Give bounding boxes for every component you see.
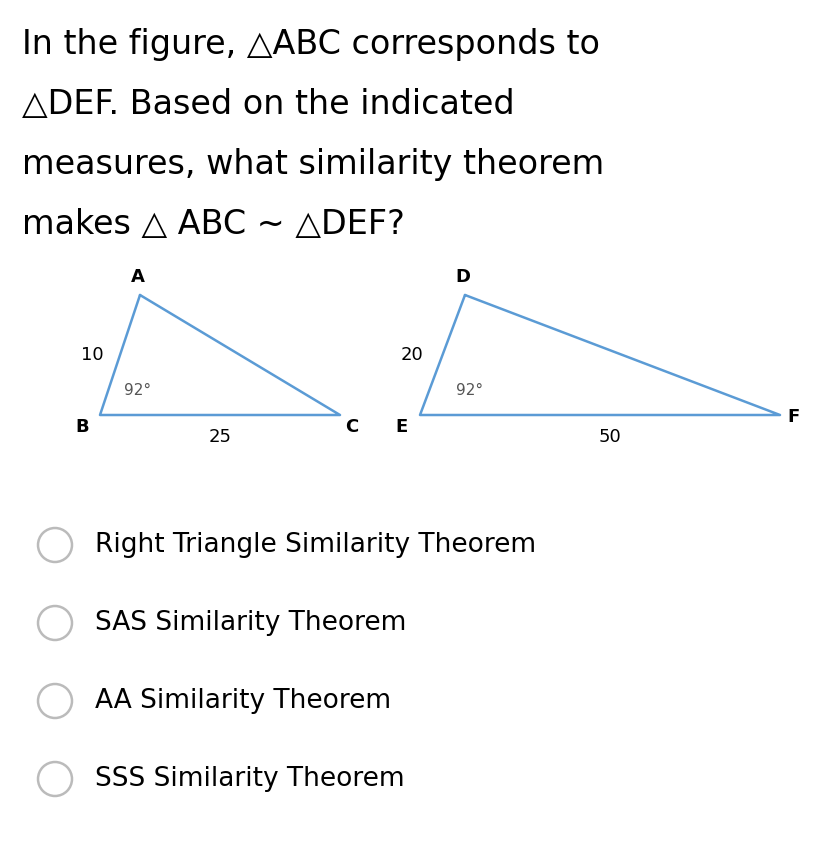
Text: C: C (345, 418, 358, 436)
Text: 10: 10 (80, 346, 103, 364)
Text: F: F (787, 408, 799, 426)
Text: D: D (455, 268, 470, 286)
Text: A: A (131, 268, 145, 286)
Text: Right Triangle Similarity Theorem: Right Triangle Similarity Theorem (95, 532, 536, 558)
Text: SAS Similarity Theorem: SAS Similarity Theorem (95, 610, 406, 636)
Text: 25: 25 (208, 428, 231, 446)
Text: 92°: 92° (124, 382, 152, 398)
Text: E: E (396, 418, 408, 436)
Text: makes △ ABC ∼ △DEF?: makes △ ABC ∼ △DEF? (22, 208, 405, 241)
Text: 92°: 92° (456, 382, 483, 398)
Text: 50: 50 (598, 428, 621, 446)
Text: AA Similarity Theorem: AA Similarity Theorem (95, 688, 391, 714)
Text: 20: 20 (400, 346, 423, 364)
Text: SSS Similarity Theorem: SSS Similarity Theorem (95, 766, 404, 792)
Text: B: B (75, 418, 88, 436)
Text: △DEF. Based on the indicated: △DEF. Based on the indicated (22, 88, 514, 121)
Text: measures, what similarity theorem: measures, what similarity theorem (22, 148, 604, 181)
Text: In the figure, △ABC corresponds to: In the figure, △ABC corresponds to (22, 28, 600, 61)
